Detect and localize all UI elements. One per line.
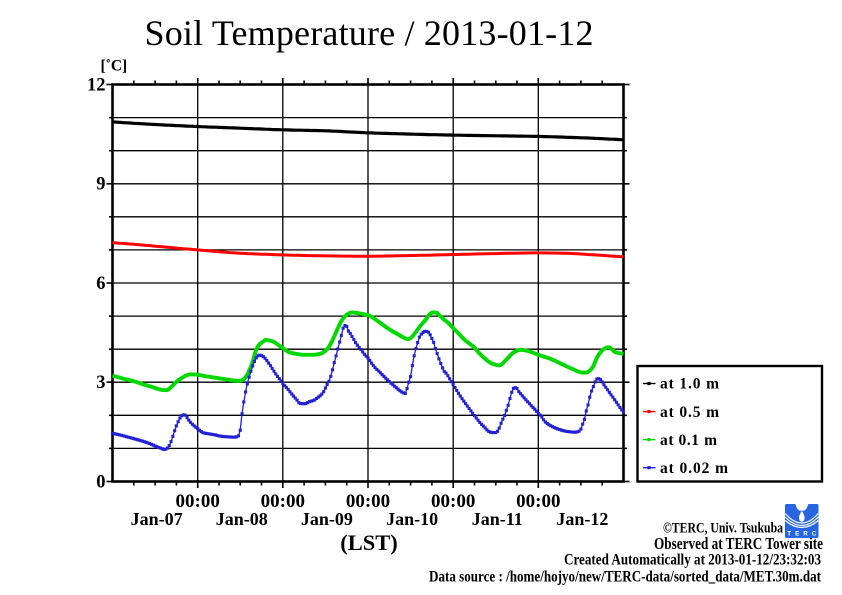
svg-text:Jan-08: Jan-08 [216,509,268,529]
svg-text:Created Automatically at 2013-: Created Automatically at 2013-01-12/23:3… [564,552,821,569]
svg-text:Data source : /home/hojyo/new/: Data source : /home/hojyo/new/TERC-data/… [429,569,822,586]
svg-text:00:00: 00:00 [346,491,390,512]
svg-text:00:00: 00:00 [261,491,305,512]
svg-text:9: 9 [96,175,105,195]
svg-text:00:00: 00:00 [176,491,220,512]
svg-text:Jan-10: Jan-10 [386,509,438,529]
svg-text:Observed at TERC Tower site: Observed at TERC Tower site [654,534,823,553]
svg-text:[˚C]: [˚C] [101,58,128,75]
svg-text:12: 12 [87,75,106,95]
svg-text:3: 3 [96,373,105,393]
svg-text:at 0.5 m: at 0.5 m [660,404,719,421]
svg-text:Jan-07: Jan-07 [131,509,183,529]
svg-text:Jan-09: Jan-09 [301,509,353,529]
svg-text:0: 0 [96,472,105,492]
svg-text:at 1.0 m: at 1.0 m [660,376,719,393]
svg-text:(LST): (LST) [340,530,398,555]
svg-text:©TERC, Univ. Tsukuba: ©TERC, Univ. Tsukuba [663,521,783,537]
svg-text:6: 6 [96,274,105,294]
svg-text:at 0.02 m: at 0.02 m [660,460,728,477]
svg-text:00:00: 00:00 [516,491,560,512]
svg-text:Soil Temperature / 2013-01-12: Soil Temperature / 2013-01-12 [145,13,594,53]
svg-text:00:00: 00:00 [431,491,475,512]
svg-text:at 0.1 m: at 0.1 m [660,432,717,449]
svg-text:Jan-12: Jan-12 [556,509,608,529]
svg-text:Jan-11: Jan-11 [472,509,523,529]
